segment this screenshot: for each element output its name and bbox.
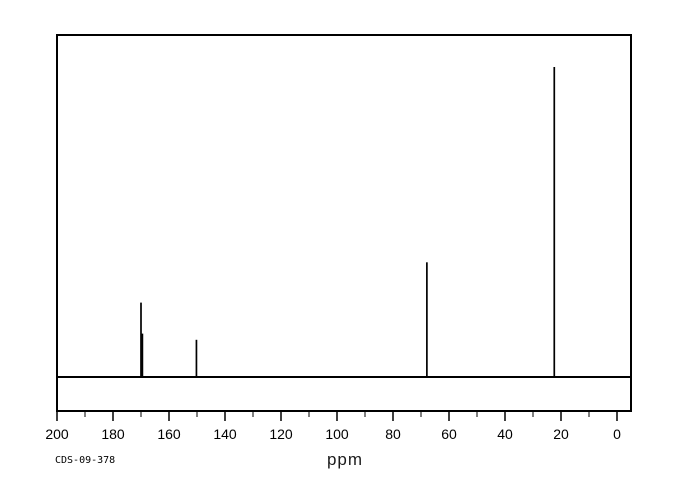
sample-id-label: CDS-09-378 (55, 455, 116, 466)
x-axis-tick-label: 180 (101, 426, 125, 442)
x-axis-tick-label: 40 (497, 426, 513, 442)
x-axis-tick-label: 200 (45, 426, 69, 442)
x-axis-tick-label: 140 (213, 426, 237, 442)
x-axis-tick-label: 60 (441, 426, 457, 442)
x-axis-tick-label: 80 (385, 426, 401, 442)
x-axis-tick-label: 20 (553, 426, 569, 442)
plot-border (56, 34, 632, 412)
x-axis-tick-label: 160 (157, 426, 181, 442)
x-axis-tick-label: 120 (269, 426, 293, 442)
x-axis-tick-label: 0 (613, 426, 621, 442)
x-axis-tick-label: 100 (325, 426, 349, 442)
x-axis-unit-label: ppm (326, 450, 364, 469)
